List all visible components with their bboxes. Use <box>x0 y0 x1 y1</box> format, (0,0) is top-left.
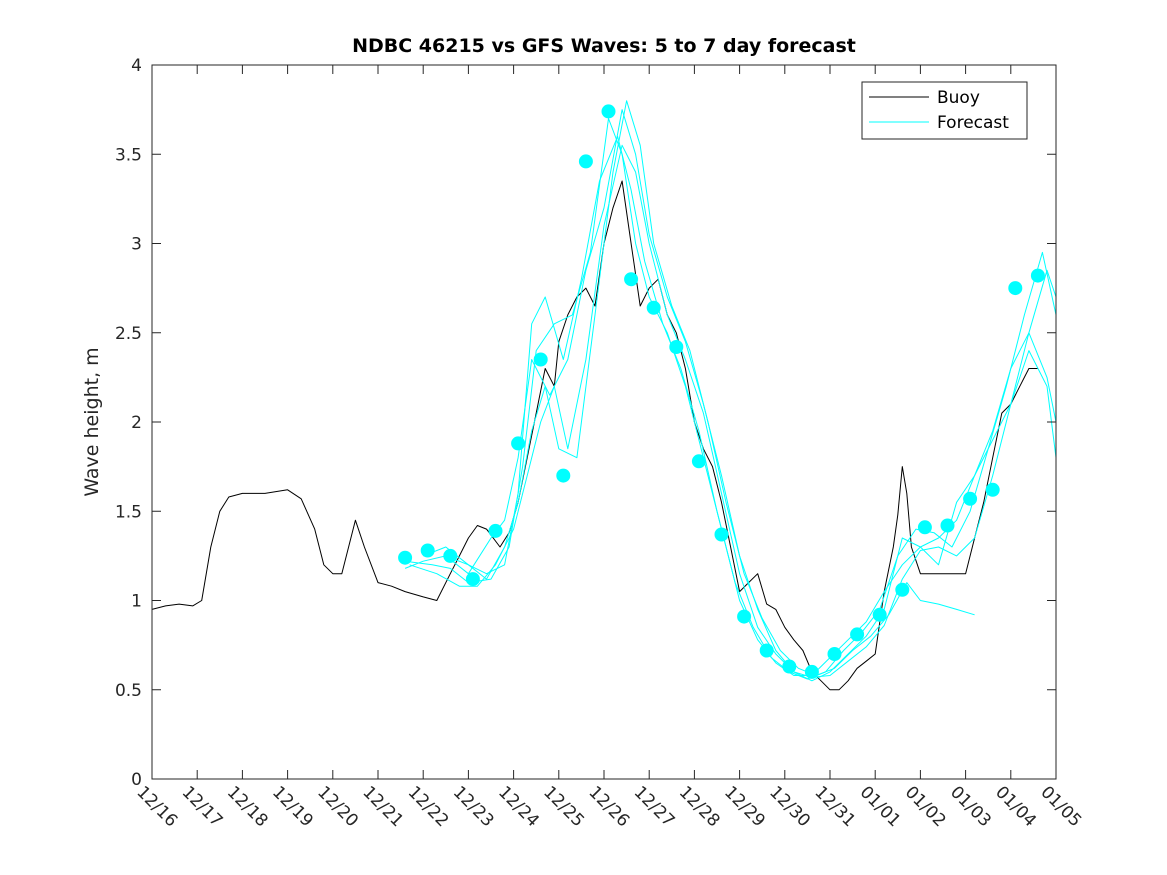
forecast-point-14 <box>714 527 729 542</box>
plot-area <box>152 65 1056 779</box>
y-tick-label-7: 3.5 <box>115 145 142 165</box>
buoy-line <box>151 180 1038 691</box>
y-tick-label-4: 2 <box>131 413 142 433</box>
forecast-point-6 <box>533 352 548 367</box>
forecast-point-2 <box>443 548 458 563</box>
forecast-point-10 <box>624 272 639 287</box>
forecast-point-8 <box>578 154 593 169</box>
forecast-line-5 <box>445 109 1057 682</box>
forecast-line-4 <box>423 100 975 676</box>
forecast-point-18 <box>804 664 819 679</box>
forecast-point-0 <box>398 550 413 565</box>
forecast-point-4 <box>488 523 503 538</box>
y-tick-label-2: 1 <box>131 592 142 612</box>
forecast-point-25 <box>963 491 978 506</box>
y-tick-label-0: 0 <box>131 770 142 790</box>
forecast-point-13 <box>691 454 706 469</box>
y-tick-label-1: 0.5 <box>115 681 142 701</box>
legend: Buoy Forecast <box>861 81 1028 140</box>
forecast-line-3 <box>409 144 1057 678</box>
forecast-point-23 <box>917 520 932 535</box>
forecast-point-1 <box>420 543 435 558</box>
forecast-point-15 <box>737 609 752 624</box>
legend-label-forecast: Forecast <box>937 113 1009 133</box>
forecast-line-2 <box>404 135 1057 680</box>
forecast-point-5 <box>511 436 526 451</box>
y-axis-label: Wave height, m <box>81 347 103 496</box>
y-tick-label-3: 1.5 <box>115 502 142 522</box>
y-tick-label-8: 4 <box>131 56 142 76</box>
forecast-point-16 <box>759 643 774 658</box>
forecast-point-27 <box>1008 281 1023 296</box>
chart-title: NDBC 46215 vs GFS Waves: 5 to 7 day fore… <box>352 35 856 57</box>
forecast-point-12 <box>669 340 684 354</box>
forecast-point-20 <box>850 627 865 642</box>
forecast-point-24 <box>940 518 955 533</box>
legend-box <box>861 81 1028 140</box>
forecast-point-9 <box>601 104 616 119</box>
forecast-point-21 <box>872 607 887 622</box>
forecast-point-26 <box>985 482 1000 497</box>
y-tick-label-6: 3 <box>131 235 142 255</box>
forecast-point-7 <box>556 468 571 483</box>
legend-label-buoy: Buoy <box>937 88 980 108</box>
forecast-point-22 <box>895 582 910 597</box>
data-layer <box>151 100 1057 691</box>
forecast-point-28 <box>1030 268 1045 283</box>
forecast-point-19 <box>827 647 842 661</box>
forecast-point-3 <box>465 572 480 587</box>
y-tick-label-5: 2.5 <box>115 324 142 344</box>
forecast-point-17 <box>782 659 797 674</box>
forecast-point-11 <box>646 300 661 315</box>
